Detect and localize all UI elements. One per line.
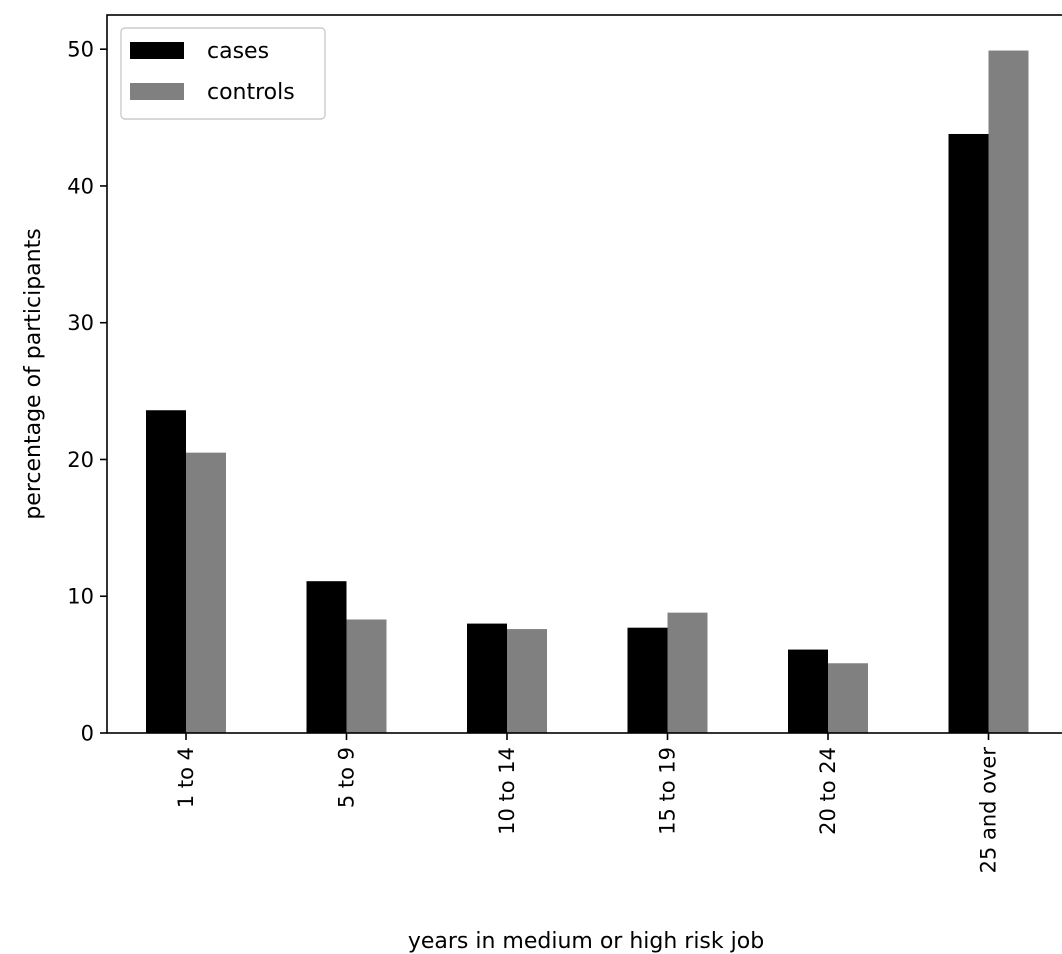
x-tick-label: 10 to 14 [495,747,519,835]
x-tick-label: 20 to 24 [816,747,840,835]
y-tick-label: 50 [67,38,94,62]
bar-controls-3 [507,629,547,733]
y-axis: 0 10 20 30 40 50 [67,38,107,746]
plot-frame [106,14,1062,734]
bar-controls-4 [667,612,708,733]
x-tick-label: 15 to 19 [656,747,680,835]
bar-cases-4 [627,627,668,733]
bar-cases-1 [146,410,186,733]
y-tick-label: 30 [67,311,94,335]
legend-label-cases: cases [207,39,269,64]
bar-cases-2 [306,581,347,733]
x-tick-label: 25 and over [977,747,1001,874]
x-tick-label: 1 to 4 [174,747,198,808]
x-axis-title: years in medium or high risk job [408,929,764,954]
x-tick-label: 5 to 9 [335,747,359,808]
bar-cases-3 [467,623,507,733]
legend-swatch-controls [130,83,184,100]
y-tick-label: 0 [81,722,94,746]
y-tick-label: 10 [67,585,94,609]
bars-layer [146,50,1029,734]
legend-label-controls: controls [207,80,295,105]
x-axis: 1 to 4 5 to 9 10 to 14 15 to 19 20 to 24 25 a… [174,733,1001,873]
bar-cases-6 [948,133,989,734]
legend: cases controls [120,27,326,120]
bar-controls-1 [186,452,226,733]
bar-controls-6 [988,50,1029,733]
y-tick-label: 40 [67,174,94,198]
bar-cases-5 [788,649,828,733]
y-tick-label: 20 [67,448,94,472]
bar-controls-5 [828,663,868,733]
y-axis-title: percentage of participants [21,228,46,519]
bar-controls-2 [346,619,387,733]
legend-swatch-cases [130,42,184,59]
